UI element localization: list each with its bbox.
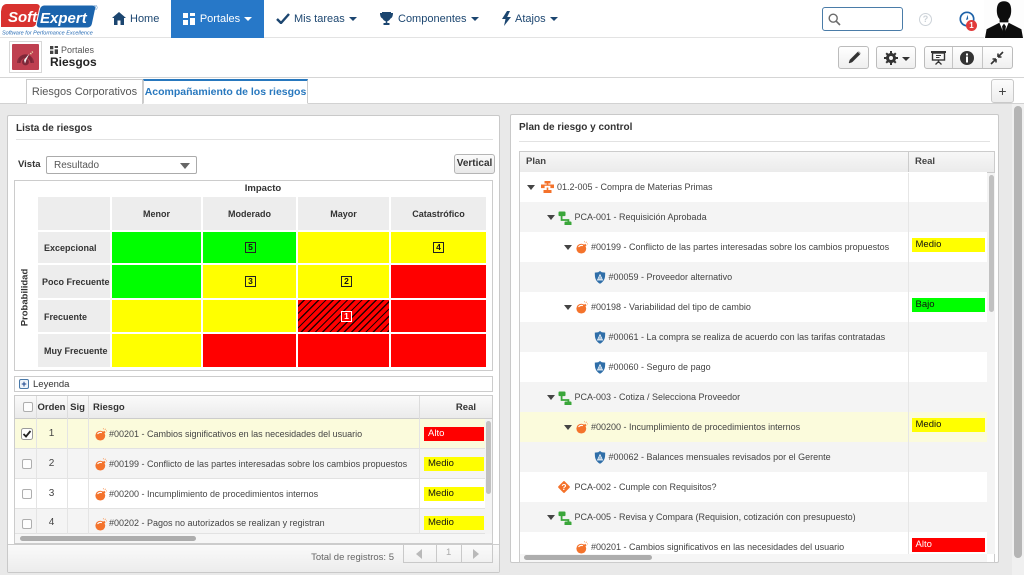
svg-text:®: ® [93, 5, 98, 12]
svg-text:Expert: Expert [40, 10, 88, 27]
svg-text:Software for Performance Excel: Software for Performance Excellence [2, 31, 93, 37]
svg-text:Soft: Soft [8, 9, 38, 26]
